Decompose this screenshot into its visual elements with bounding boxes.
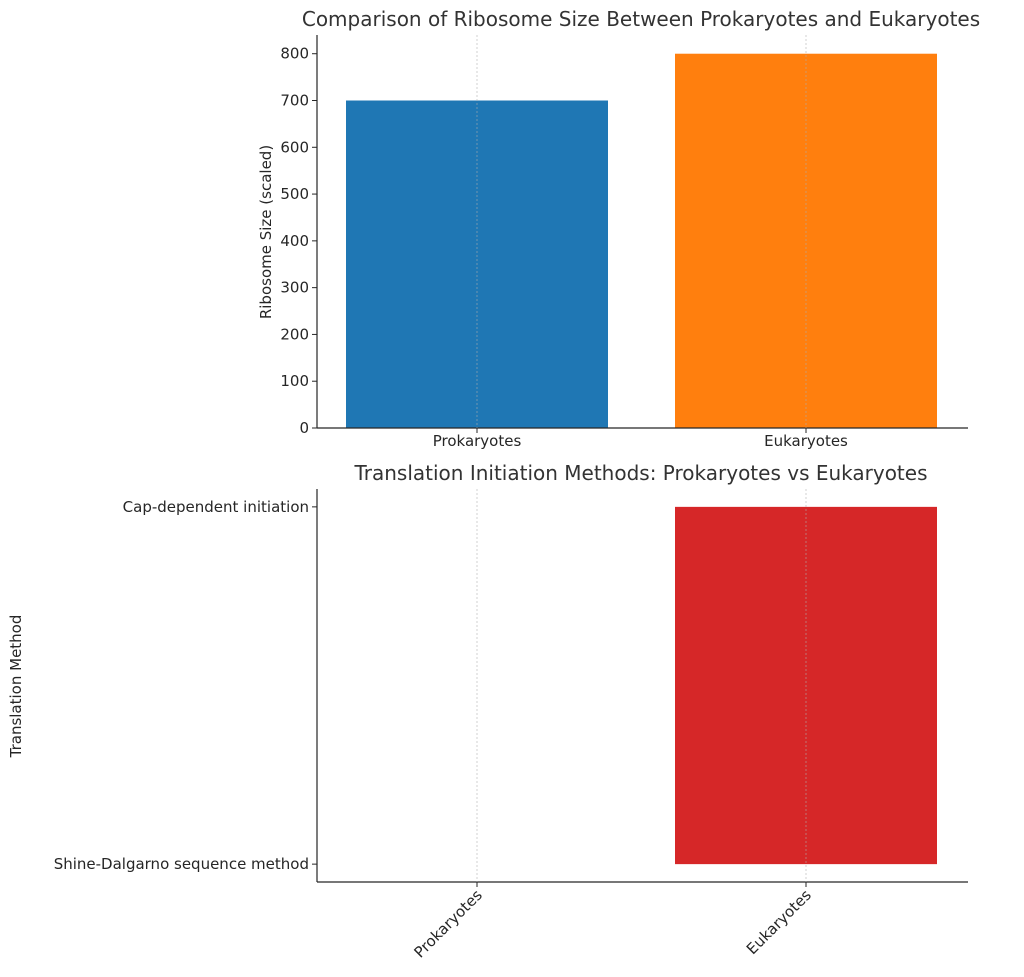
chart-2-gridlines (476, 489, 807, 882)
y-tick-label: 300 (280, 279, 309, 297)
y-tick-label: Cap-dependent initiation (123, 498, 309, 516)
chart-1-ticks: 0 100 200 300 400 500 600 700 800 Prokaryotes Euka… (280, 45, 848, 450)
chart-ribosome-size: Comparison of Ribosome Size Between Prok… (257, 7, 980, 450)
y-tick-label: 600 (280, 138, 309, 156)
x-tick-label: Prokaryotes (433, 432, 522, 450)
y-tick-label: 0 (299, 419, 309, 437)
y-tick-label: 700 (280, 92, 309, 110)
x-tick-label: Eukaryotes (764, 432, 848, 450)
x-tick-label: Prokaryotes (410, 886, 485, 961)
chart-1-title: Comparison of Ribosome Size Between Prok… (302, 7, 980, 31)
chart-translation-initiation: Translation Initiation Methods: Prokaryo… (7, 461, 968, 961)
chart-1-axes (316, 35, 968, 429)
y-tick-label: 800 (280, 45, 309, 63)
chart-2-title: Translation Initiation Methods: Prokaryo… (353, 461, 927, 485)
chart-1-gridlines (476, 35, 807, 428)
y-tick-label: 400 (280, 232, 309, 250)
y-tick-label: Shine-Dalgarno sequence method (54, 855, 309, 873)
x-tick-label: Eukaryotes (743, 886, 815, 958)
y-tick-label: 100 (280, 372, 309, 390)
y-tick-label: 200 (280, 325, 309, 343)
chart-1-bars (346, 53, 937, 428)
chart-2-axes (316, 489, 968, 883)
chart-1-ylabel: Ribosome Size (scaled) (257, 145, 275, 319)
chart-2-ylabel: Translation Method (7, 615, 25, 759)
y-tick-label: 500 (280, 185, 309, 203)
